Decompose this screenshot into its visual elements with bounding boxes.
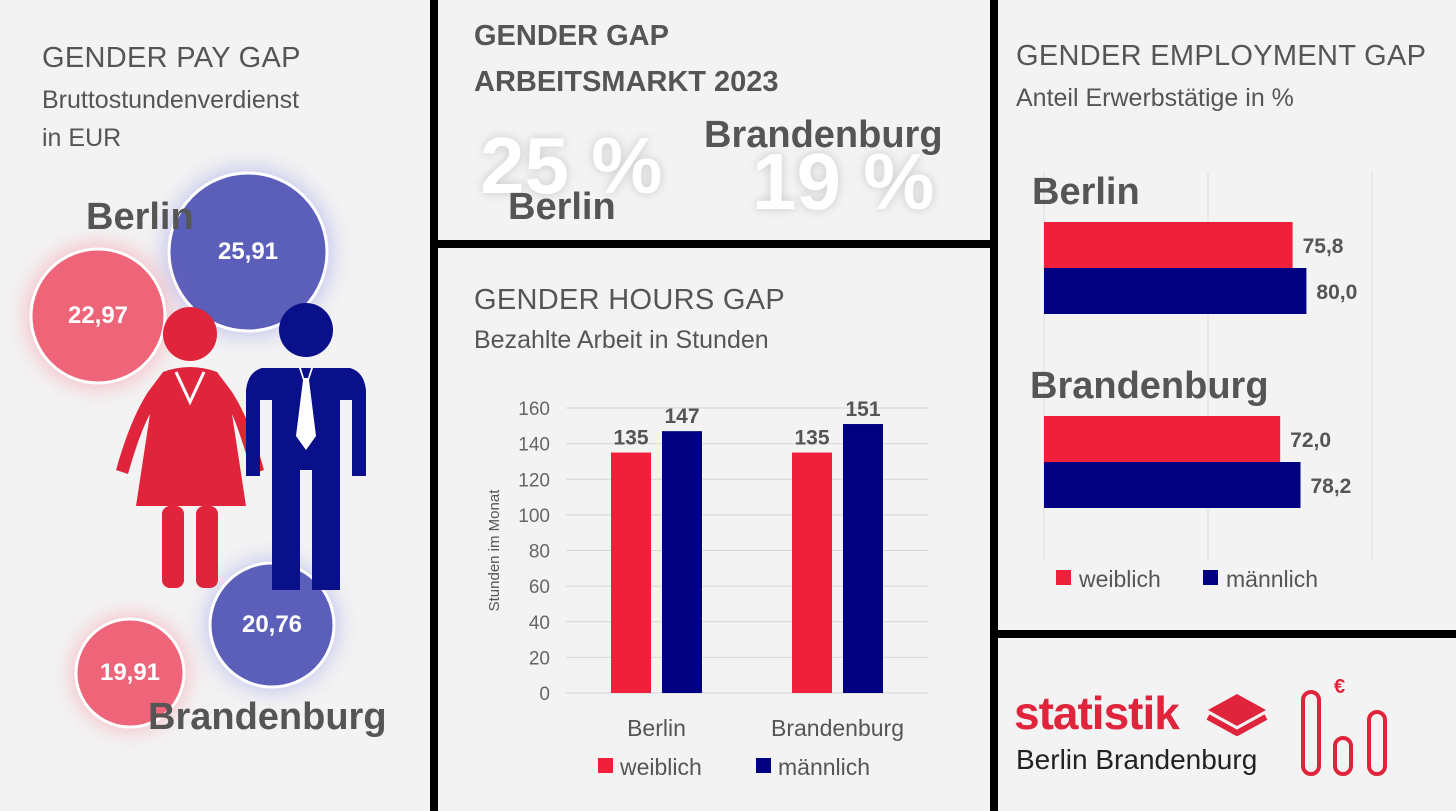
employment-category-label: Brandenburg bbox=[1030, 365, 1269, 407]
gap-title-line2: ARBEITSMARKT 2023 bbox=[474, 66, 779, 98]
employment-gap-panel: GENDER EMPLOYMENT GAP Anteil Erwerbstäti… bbox=[998, 0, 1456, 630]
hours-data-label: 151 bbox=[845, 398, 880, 421]
berlin-gap-label: Berlin bbox=[508, 186, 616, 228]
pay-gap-subtitle-2: in EUR bbox=[42, 124, 122, 152]
hours-y-tick-label: 40 bbox=[529, 613, 550, 634]
logo-wordmark: statistik bbox=[1014, 687, 1180, 739]
hours-bar bbox=[843, 424, 883, 693]
gap-title-line1: GENDER GAP bbox=[474, 20, 669, 52]
brandenburg-female-circle bbox=[74, 617, 186, 729]
pay-gap-berlin-label: Berlin bbox=[86, 196, 194, 238]
man-figure-icon bbox=[246, 303, 366, 590]
brandenburg-male-value: 20,76 bbox=[241, 611, 303, 638]
employment-legend-label: weiblich bbox=[1078, 566, 1161, 592]
hours-gap-subtitle: Bezahlte Arbeit in Stunden bbox=[474, 326, 769, 354]
brandenburg-female-value: 19,91 bbox=[99, 659, 161, 686]
employment-bar bbox=[1044, 222, 1293, 268]
logo-region: Berlin Brandenburg bbox=[1016, 744, 1258, 775]
pay-gap-brandenburg-label: Brandenburg bbox=[148, 696, 387, 738]
employment-category-label: Berlin bbox=[1032, 171, 1140, 213]
hours-bar bbox=[792, 452, 832, 693]
employment-gap-title: GENDER EMPLOYMENT GAP bbox=[1016, 40, 1427, 72]
hours-data-label: 135 bbox=[613, 427, 648, 450]
hours-legend-label: weiblich bbox=[619, 754, 702, 780]
euro-symbol-icon: € bbox=[1334, 676, 1346, 698]
pay-gap-panel: GENDER PAY GAP Bruttostundenverdienst in… bbox=[0, 0, 430, 811]
hours-y-tick-label: 0 bbox=[539, 684, 550, 705]
logo-panel: statistik Berlin Brandenburg € bbox=[998, 638, 1456, 811]
hours-y-tick-label: 120 bbox=[518, 470, 550, 491]
employment-bar bbox=[1044, 416, 1281, 462]
hours-chart: 0 20 40 60 80 100 120 140 160 Stunden im Monat Ber… bbox=[486, 398, 928, 780]
hours-category-label: Berlin bbox=[627, 715, 686, 741]
employment-bar bbox=[1044, 268, 1307, 314]
hours-legend-swatch bbox=[756, 758, 771, 773]
hours-y-tick-label: 140 bbox=[518, 435, 550, 456]
employment-data-label: 80,0 bbox=[1316, 281, 1357, 304]
employment-legend-label: männlich bbox=[1226, 566, 1318, 592]
berlin-female-value: 22,97 bbox=[67, 302, 129, 329]
hours-category-label: Brandenburg bbox=[771, 715, 904, 741]
hours-data-label: 135 bbox=[794, 427, 829, 450]
employment-bar bbox=[1044, 462, 1301, 508]
berlin-male-circle bbox=[167, 171, 329, 333]
hours-y-tick-label: 60 bbox=[529, 577, 550, 598]
gender-gap-summary-panel: GENDER GAP ARBEITSMARKT 2023 25 % Berlin… bbox=[438, 0, 990, 240]
berlin-female-circle bbox=[29, 247, 167, 385]
hours-y-tick-label: 80 bbox=[529, 542, 550, 563]
logo-layers-icon bbox=[1206, 694, 1268, 736]
hours-bar bbox=[611, 452, 651, 693]
money-columns-icon bbox=[1301, 690, 1387, 776]
employment-chart: Berlin 75,8 80,0 Brandenburg 72,0 78,2 weiblic… bbox=[1030, 171, 1373, 592]
pay-gap-subtitle-1: Bruttostundenverdienst bbox=[42, 86, 300, 114]
employment-legend-swatch bbox=[1203, 570, 1218, 585]
hours-legend-label: männlich bbox=[778, 754, 870, 780]
hours-data-label: 147 bbox=[664, 405, 699, 428]
hours-y-tick-label: 160 bbox=[518, 399, 550, 420]
brandenburg-gap-value: 19 % bbox=[752, 137, 935, 226]
berlin-gap-value: 25 % bbox=[480, 121, 663, 210]
hours-legend-swatch bbox=[598, 758, 613, 773]
employment-gap-subtitle: Anteil Erwerbstätige in % bbox=[1016, 84, 1294, 112]
employment-data-label: 75,8 bbox=[1303, 235, 1344, 258]
berlin-male-value: 25,91 bbox=[217, 238, 279, 265]
hours-y-tick-label: 100 bbox=[518, 506, 550, 527]
hours-gap-panel: GENDER HOURS GAP Bezahlte Arbeit in Stun… bbox=[438, 248, 990, 811]
pay-gap-title: GENDER PAY GAP bbox=[42, 42, 301, 74]
hours-gap-title: GENDER HOURS GAP bbox=[474, 284, 785, 316]
brandenburg-gap-label: Brandenburg bbox=[704, 114, 943, 156]
hours-y-tick-label: 20 bbox=[529, 648, 550, 669]
pay-gap-graphic bbox=[28, 170, 366, 729]
employment-data-label: 78,2 bbox=[1310, 475, 1351, 498]
hours-y-axis-label: Stunden im Monat bbox=[486, 489, 503, 612]
employment-data-label: 72,0 bbox=[1290, 429, 1331, 452]
hours-bar bbox=[662, 431, 702, 693]
woman-figure-icon bbox=[116, 307, 264, 588]
employment-legend-swatch bbox=[1056, 570, 1071, 585]
